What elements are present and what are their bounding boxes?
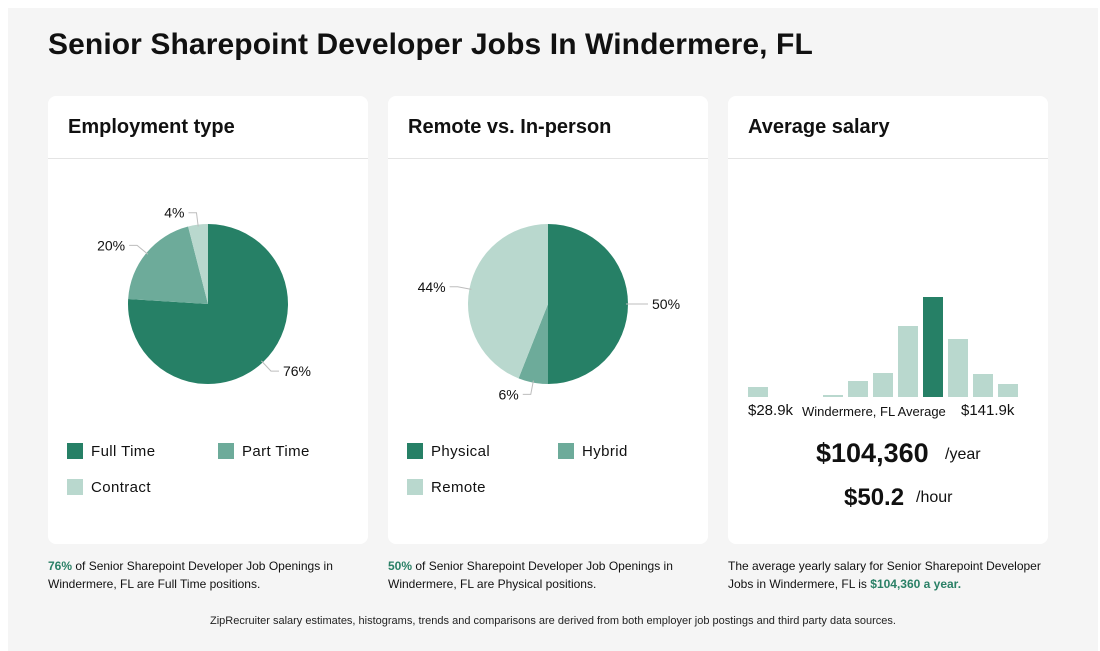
pie-leader-line <box>522 380 534 395</box>
salary-max-label: $141.9k <box>961 402 1015 419</box>
pie-leader-line <box>129 244 149 255</box>
pie-data-label: 6% <box>499 386 519 402</box>
histogram-bar-average <box>923 297 943 397</box>
legend-part-time: Part Time <box>218 442 310 460</box>
legend-label: Hybrid <box>582 442 628 460</box>
histogram-bar <box>898 326 918 397</box>
legend-remote: Remote <box>407 478 486 496</box>
legend-label: Part Time <box>242 442 310 460</box>
pie-slice-remote <box>467 224 548 379</box>
legend-swatch-dark <box>67 443 83 459</box>
salary-caption: The average yearly salary for Senior Sha… <box>728 557 1048 593</box>
employment-card-title: Employment type <box>68 116 235 138</box>
salary-min-label: $28.9k <box>748 402 794 419</box>
card-divider <box>48 158 368 159</box>
legend-physical: Physical <box>407 442 490 460</box>
legend-label: Physical <box>431 442 491 460</box>
remote-vs-in-person-card: Remote vs. In-person 50% 6% 44% Physical H… <box>388 96 708 544</box>
legend-contract: Contract <box>67 478 151 496</box>
pie-slice-contract <box>188 224 208 304</box>
histogram-bar <box>748 387 768 397</box>
legend-full-time: Full Time <box>67 442 155 460</box>
legend-hybrid: Hybrid <box>558 442 628 460</box>
remote-card-title: Remote vs. In-person <box>408 116 612 138</box>
pie-data-label: 50% <box>652 296 680 312</box>
salary-average-label: Windermere, FL Average <box>802 404 946 419</box>
legend-label: Contract <box>91 478 151 496</box>
pie-slice-hybrid <box>518 304 548 384</box>
salary-hourly-unit: /hour <box>916 489 953 506</box>
page-title: Senior Sharepoint Developer Jobs In Wind… <box>48 28 813 61</box>
average-salary-card: Average salary $28.9k Windermere, FL Ave… <box>728 96 1048 544</box>
histogram-bar <box>973 374 993 397</box>
pie-data-label: 44% <box>418 279 446 295</box>
footer-disclaimer: ZipRecruiter salary estimates, histogram… <box>210 615 896 627</box>
legend-swatch-dark <box>407 443 423 459</box>
remote-caption-text: of Senior Sharepoint Developer Job Openi… <box>388 559 673 591</box>
pie-slice-physical <box>548 224 628 384</box>
pie-leader-line <box>449 286 472 290</box>
salary-hourly-value: $50.2 <box>844 484 905 511</box>
salary-card-title: Average salary <box>748 116 890 138</box>
pie-data-label: 4% <box>164 205 184 221</box>
salary-yearly-unit: /year <box>945 446 981 463</box>
histogram-bar <box>848 381 868 397</box>
pie-leader-line <box>188 212 199 227</box>
employment-caption: 76% of Senior Sharepoint Developer Job O… <box>48 557 368 593</box>
pie-data-label: 76% <box>283 363 311 379</box>
pie-data-label: 20% <box>97 237 125 253</box>
pie-leader-line <box>261 360 279 372</box>
page-background: Senior Sharepoint Developer Jobs In Wind… <box>8 8 1098 651</box>
histogram-bar <box>823 395 843 397</box>
legend-label: Remote <box>431 478 486 496</box>
histogram-bar <box>873 373 893 397</box>
card-divider <box>728 158 1048 159</box>
employment-pie-chart: 76% 20% 4% <box>97 205 311 384</box>
legend-swatch-medium <box>218 443 234 459</box>
remote-pie-chart: 50% 6% 44% <box>418 224 680 402</box>
histogram-bar <box>998 384 1018 397</box>
remote-caption-percent: 50% <box>388 559 413 573</box>
employment-caption-percent: 76% <box>48 559 73 573</box>
pie-slice-part-time <box>128 226 208 304</box>
salary-yearly-value: $104,360 <box>816 438 929 468</box>
employment-caption-text: of Senior Sharepoint Developer Job Openi… <box>48 559 333 591</box>
employment-type-card: Employment type 76% 20% 4% Full Time Part … <box>48 96 368 544</box>
legend-swatch-medium <box>558 443 574 459</box>
salary-caption-value: $104,360 a year. <box>870 577 962 591</box>
legend-label: Full Time <box>91 442 156 460</box>
card-divider <box>388 158 708 159</box>
histogram-bar <box>948 339 968 397</box>
salary-histogram <box>748 297 1018 397</box>
remote-caption: 50% of Senior Sharepoint Developer Job O… <box>388 557 708 593</box>
salary-caption-text: The average yearly salary for Senior Sha… <box>728 559 1041 591</box>
legend-swatch-light <box>407 479 423 495</box>
legend-swatch-light <box>67 479 83 495</box>
